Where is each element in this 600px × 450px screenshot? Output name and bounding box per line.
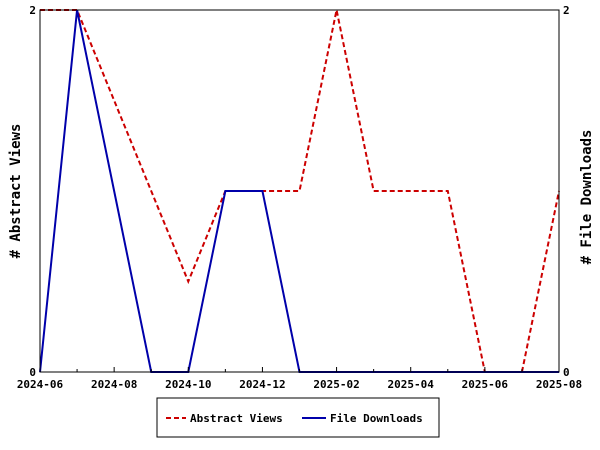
x-tick-label: 2025-02 — [313, 378, 359, 391]
x-tick-label: 2025-04 — [388, 378, 435, 391]
legend: Abstract Views File Downloads — [156, 397, 440, 438]
series-line-abstract-views — [40, 9, 560, 373]
legend-label-abstract-views: Abstract Views — [190, 412, 283, 425]
legend-box — [156, 397, 440, 438]
x-tick-label: 2024-10 — [165, 378, 211, 391]
y-left-tick-label: 2 — [29, 4, 36, 17]
legend-label-file-downloads: File Downloads — [330, 412, 423, 425]
y-left-tick-label: 0 — [29, 366, 36, 379]
plot-frame — [39, 9, 560, 373]
right-axis-title: # File Downloads — [579, 130, 595, 265]
x-tick-label: 2024-12 — [239, 378, 285, 391]
y-right-tick-label: 0 — [563, 366, 570, 379]
x-tick-label: 2024-08 — [91, 378, 137, 391]
x-tick-label: 2025-06 — [462, 378, 509, 391]
left-axis-title: # Abstract Views — [8, 124, 24, 259]
x-tick-label: 2024-06 — [17, 378, 64, 391]
y-right-tick-label: 2 — [563, 4, 570, 17]
series-line-file-downloads — [39, 9, 559, 373]
x-tick-label: 2025-08 — [536, 378, 582, 391]
